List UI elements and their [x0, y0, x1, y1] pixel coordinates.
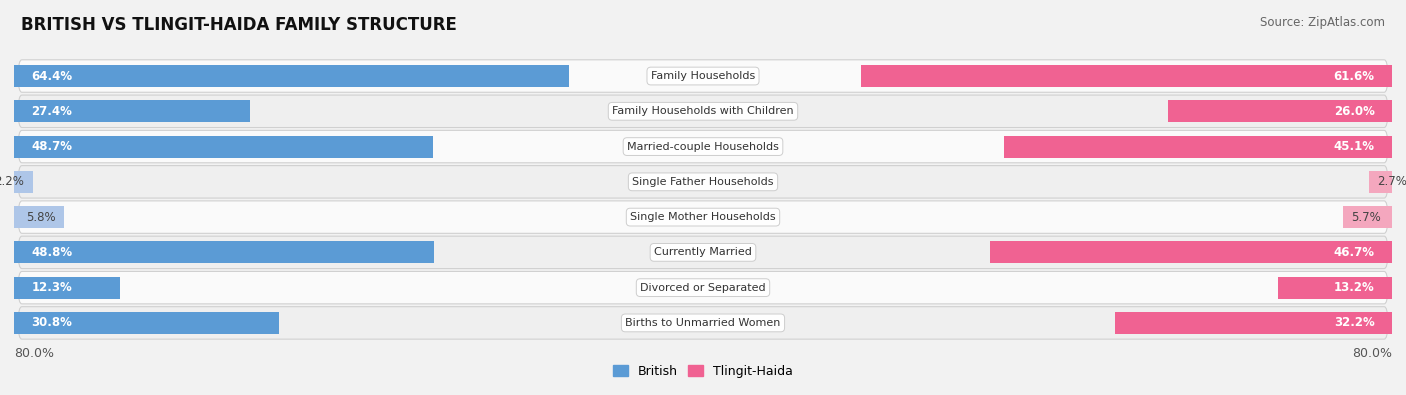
Text: Divorced or Separated: Divorced or Separated	[640, 283, 766, 293]
FancyBboxPatch shape	[18, 201, 1388, 233]
Text: 80.0%: 80.0%	[14, 347, 53, 360]
FancyBboxPatch shape	[18, 130, 1388, 163]
Text: 80.0%: 80.0%	[1353, 347, 1392, 360]
Text: 30.8%: 30.8%	[31, 316, 72, 329]
Text: Family Households: Family Households	[651, 71, 755, 81]
Text: 32.2%: 32.2%	[1334, 316, 1375, 329]
Bar	[14, 171, 32, 193]
Text: Source: ZipAtlas.com: Source: ZipAtlas.com	[1260, 16, 1385, 29]
Legend: British, Tlingit-Haida: British, Tlingit-Haida	[607, 360, 799, 383]
FancyBboxPatch shape	[18, 60, 1388, 92]
Text: 45.1%: 45.1%	[1334, 140, 1375, 153]
Bar	[14, 312, 280, 334]
Bar	[862, 65, 1392, 87]
Text: 12.3%: 12.3%	[31, 281, 72, 294]
Bar	[14, 65, 568, 87]
FancyBboxPatch shape	[18, 166, 1388, 198]
FancyBboxPatch shape	[18, 271, 1388, 304]
Text: 13.2%: 13.2%	[1334, 281, 1375, 294]
Bar	[14, 100, 250, 122]
Text: 26.0%: 26.0%	[1334, 105, 1375, 118]
Text: 61.6%: 61.6%	[1334, 70, 1375, 83]
Text: 5.8%: 5.8%	[25, 211, 55, 224]
Text: Single Father Households: Single Father Households	[633, 177, 773, 187]
Bar	[1278, 277, 1392, 299]
Text: 5.7%: 5.7%	[1351, 211, 1381, 224]
Bar	[14, 206, 65, 228]
Text: 2.7%: 2.7%	[1378, 175, 1406, 188]
Bar	[1343, 206, 1392, 228]
Text: 48.7%: 48.7%	[31, 140, 72, 153]
Bar	[990, 241, 1392, 263]
Text: Married-couple Households: Married-couple Households	[627, 141, 779, 152]
Text: Births to Unmarried Women: Births to Unmarried Women	[626, 318, 780, 328]
Text: 64.4%: 64.4%	[31, 70, 72, 83]
Text: BRITISH VS TLINGIT-HAIDA FAMILY STRUCTURE: BRITISH VS TLINGIT-HAIDA FAMILY STRUCTUR…	[21, 16, 457, 34]
Text: 48.8%: 48.8%	[31, 246, 72, 259]
Bar	[1115, 312, 1392, 334]
Text: Currently Married: Currently Married	[654, 247, 752, 258]
Bar	[14, 277, 120, 299]
Text: Single Mother Households: Single Mother Households	[630, 212, 776, 222]
FancyBboxPatch shape	[18, 95, 1388, 128]
FancyBboxPatch shape	[18, 307, 1388, 339]
FancyBboxPatch shape	[18, 236, 1388, 269]
Text: 2.2%: 2.2%	[0, 175, 24, 188]
Text: 46.7%: 46.7%	[1334, 246, 1375, 259]
Bar	[14, 241, 434, 263]
Text: 27.4%: 27.4%	[31, 105, 72, 118]
Bar	[1368, 171, 1392, 193]
Text: Family Households with Children: Family Households with Children	[612, 106, 794, 116]
Bar	[1004, 135, 1392, 158]
Bar	[14, 135, 433, 158]
Bar	[1168, 100, 1392, 122]
